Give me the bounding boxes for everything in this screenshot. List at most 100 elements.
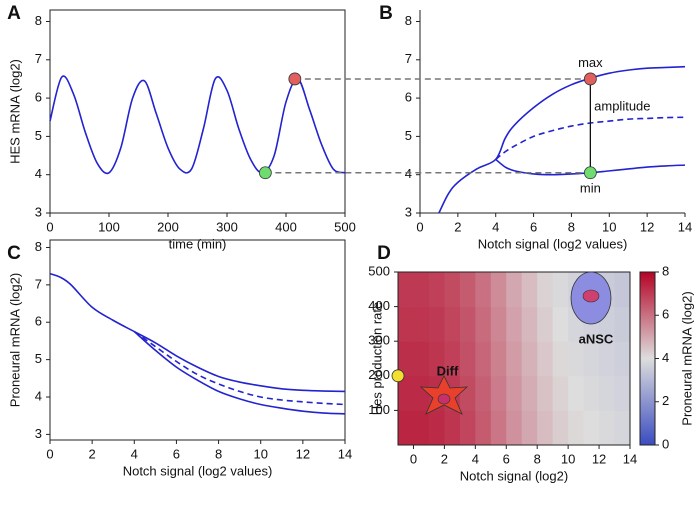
- heatmap-cell: [521, 375, 538, 411]
- x-tick-label: 8: [215, 446, 222, 461]
- heatmap-cell: [583, 410, 600, 446]
- heatmap-cell: [614, 375, 631, 411]
- annotation: amplitude: [594, 98, 650, 113]
- heatmap-cell: [614, 410, 631, 446]
- colorbar-tick-label: 0: [662, 436, 669, 451]
- x-tick-label: 6: [173, 446, 180, 461]
- heatmap-cell: [552, 306, 569, 342]
- heatmap-cell: [490, 272, 507, 308]
- heatmap-cell: [475, 375, 492, 411]
- y-tick-label: 7: [35, 51, 42, 66]
- x-tick-label: 12: [296, 446, 310, 461]
- heatmap-cell: [459, 306, 476, 342]
- heatmap-cell: [444, 306, 461, 342]
- heatmap-cell: [490, 306, 507, 342]
- heatmap-cell: [599, 375, 616, 411]
- x-tick-label: 14: [678, 219, 692, 234]
- y-tick-label: 400: [368, 298, 390, 313]
- plot-frame: [397, 271, 631, 446]
- x-tick-label: 0: [416, 219, 423, 234]
- x-tick-label: 4: [492, 219, 499, 234]
- heatmap-cell: [506, 375, 523, 411]
- y-tick-label: 8: [35, 239, 42, 254]
- heatmap-cell: [614, 341, 631, 377]
- x-tick-label: 2: [89, 446, 96, 461]
- annotation: aNSC: [579, 332, 614, 347]
- heatmap-cell: [459, 272, 476, 308]
- y-tick-label: 6: [35, 314, 42, 329]
- x-axis-label: Notch signal (log2): [460, 468, 568, 483]
- annotation: Diff: [437, 363, 459, 378]
- x-tick-label: 14: [623, 451, 637, 466]
- heatmap-cell: [614, 306, 631, 342]
- heatmap-cell: [444, 410, 461, 446]
- heatmap-cell: [413, 375, 430, 411]
- colorbar-tick-label: 6: [662, 307, 669, 322]
- colorbar-tick-label: 8: [662, 263, 669, 278]
- heatmap-cell: [413, 306, 430, 342]
- y-axis-label: HES mRNA (log2): [7, 59, 22, 164]
- panel-label: D: [377, 243, 391, 264]
- line: [133, 330, 346, 406]
- x-tick-label: 300: [216, 219, 238, 234]
- y-tick-label: 8: [35, 13, 42, 28]
- x-tick-label: 14: [338, 446, 352, 461]
- heatmap-cell: [475, 272, 492, 308]
- heatmap-cell: [521, 410, 538, 446]
- heatmap-cell: [537, 375, 554, 411]
- heatmap-cell: [459, 410, 476, 446]
- y-tick-label: 7: [405, 51, 412, 66]
- line: [49, 75, 346, 175]
- heatmap-cell: [398, 306, 414, 342]
- marker: [258, 166, 272, 180]
- panel-label: C: [7, 243, 21, 264]
- heatmap-cell: [490, 410, 507, 446]
- x-tick-label: 0: [410, 451, 417, 466]
- x-tick-label: 12: [592, 451, 606, 466]
- heatmap-cell: [428, 341, 445, 377]
- heatmap-cell: [398, 410, 414, 446]
- heatmap-cell: [506, 410, 523, 446]
- marker: [583, 72, 597, 86]
- x-tick-label: 4: [131, 446, 138, 461]
- y-tick-label: 3: [35, 204, 42, 219]
- marker: [288, 72, 302, 86]
- heatmap-cell: [398, 272, 414, 308]
- line: [49, 272, 346, 393]
- colorbar: [639, 271, 656, 446]
- heatmap-cell: [552, 272, 569, 308]
- heatmap-cell: [583, 341, 600, 377]
- y-tick-label: 8: [405, 13, 412, 28]
- heatmap-cell: [614, 272, 631, 308]
- x-tick-label: 400: [275, 219, 297, 234]
- heatmap-cell: [444, 272, 461, 308]
- heatmap-cell: [521, 272, 538, 308]
- y-tick-label: 4: [35, 388, 42, 403]
- heatmap-cell: [552, 341, 569, 377]
- heatmap-cell: [537, 410, 554, 446]
- x-tick-label: 2: [454, 219, 461, 234]
- heatmap-cell: [413, 341, 430, 377]
- heatmap-cell: [444, 341, 461, 377]
- heatmap-cell: [490, 341, 507, 377]
- heatmap-cell: [599, 341, 616, 377]
- x-tick-label: 8: [568, 219, 575, 234]
- y-axis-label: Hes production rate: [369, 302, 384, 415]
- y-tick-label: 500: [368, 263, 390, 278]
- panel-label: B: [379, 3, 393, 24]
- y-tick-label: 5: [405, 128, 412, 143]
- y-tick-label: 6: [405, 90, 412, 105]
- y-tick-label: 5: [35, 351, 42, 366]
- heatmap-cell: [506, 306, 523, 342]
- y-tick-label: 3: [405, 204, 412, 219]
- heatmap-cell: [398, 341, 414, 377]
- line: [495, 116, 686, 160]
- marker: [583, 166, 597, 180]
- heatmap-cell: [398, 375, 414, 411]
- heatmap-cell: [428, 410, 445, 446]
- y-tick-label: 4: [405, 166, 412, 181]
- heatmap-cell: [521, 306, 538, 342]
- x-tick-label: 2: [441, 451, 448, 466]
- x-tick-label: 8: [534, 451, 541, 466]
